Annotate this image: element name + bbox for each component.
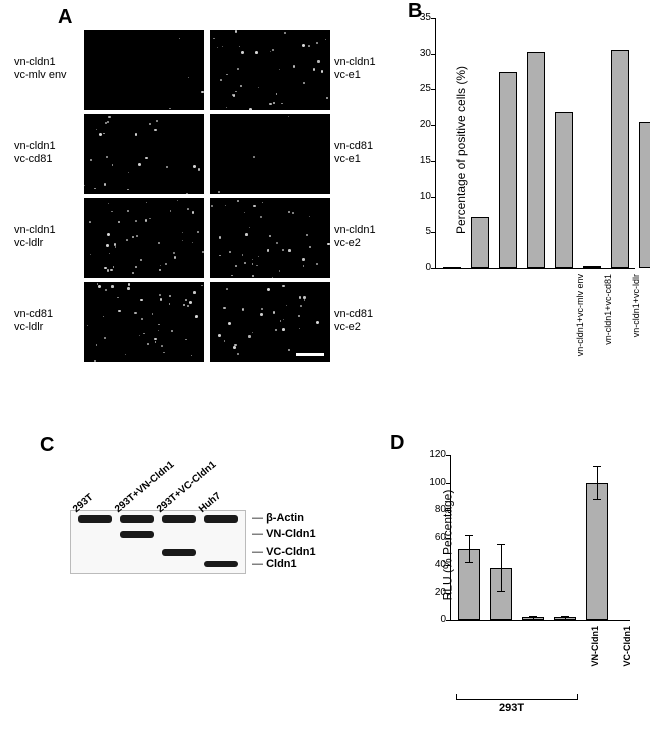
chart-bar — [555, 112, 573, 268]
blot-band — [162, 515, 196, 523]
x-tick-label: VN-Cldn1 — [590, 626, 600, 756]
chart-bar — [443, 267, 461, 269]
micrograph-cell — [210, 114, 330, 194]
micrograph-cell — [84, 30, 204, 110]
x-tick-label: VC-Cldn1 — [622, 626, 632, 756]
micrograph-label: vn-cldn1vc-mlv env — [14, 56, 80, 82]
panel-d-chart: 020406080100120RLU (% Percentage)VN-Cldn… — [395, 445, 635, 745]
band-row-label: — Cldn1 — [252, 558, 297, 570]
y-tick-label: 120 — [422, 449, 446, 460]
chart-bar — [499, 72, 517, 268]
micrograph-cell — [84, 282, 204, 362]
y-tick-label: 15 — [407, 155, 431, 166]
x-tick-label: vn-cldn1+vc-ldlr — [631, 274, 641, 404]
y-tick-label: 35 — [407, 12, 431, 23]
micrograph-cell — [84, 114, 204, 194]
micrograph-label: vn-cldn1vc-ldlr — [14, 224, 80, 250]
blot-band — [78, 515, 112, 523]
micrograph-cell — [210, 282, 330, 362]
micrograph-cell — [210, 198, 330, 278]
blot-band — [120, 515, 154, 523]
chart-bar — [586, 483, 608, 621]
y-axis-label: RLU (% Percentage) — [440, 489, 454, 600]
y-tick-label: 10 — [407, 191, 431, 202]
micrograph-cell — [84, 198, 204, 278]
chart-bar — [611, 50, 629, 268]
panel-b-chart: 0 5 10 15 20 25 30 35 Percentage of positive cel… — [375, 8, 635, 403]
micrograph-label: vn-cd81vc-e1 — [334, 140, 373, 166]
y-tick-label: 0 — [422, 614, 446, 625]
panel-c-label: C — [40, 434, 54, 457]
y-axis-label: Percentage of positive cells (%) — [454, 66, 468, 234]
micrograph-label: vn-cldn1vc-e2 — [334, 224, 376, 250]
micrograph-cell — [210, 30, 330, 110]
y-tick-label: 25 — [407, 83, 431, 94]
y-tick-label: 20 — [407, 119, 431, 130]
micrograph-label: vn-cd81vc-ldlr — [14, 308, 80, 334]
scale-bar — [296, 353, 324, 356]
band-row-label: — VC-Cldn1 — [252, 546, 316, 558]
band-row-label: — VN-Cldn1 — [252, 528, 316, 540]
group-label: 293T — [499, 702, 524, 714]
panel-a-label: A — [58, 6, 72, 29]
y-tick-label: 5 — [407, 226, 431, 237]
x-tick-label: vn-cldn1+vc-cd81 — [603, 274, 613, 404]
y-tick-label: 0 — [407, 262, 431, 273]
x-tick-label: vn-cldn1+vc-mlv env — [575, 274, 585, 404]
chart-bar — [583, 266, 601, 268]
micrograph-label: vn-cldn1vc-cd81 — [14, 140, 80, 166]
western-blot — [70, 510, 246, 574]
blot-band — [204, 561, 238, 567]
blot-band — [204, 515, 238, 523]
blot-band — [120, 531, 154, 538]
chart-bar — [639, 122, 650, 268]
y-tick-label: 100 — [422, 477, 446, 488]
chart-bar — [527, 52, 545, 268]
chart-bar — [471, 217, 489, 268]
micrograph-label: vn-cd81vc-e2 — [334, 308, 373, 334]
band-row-label: — β-Actin — [252, 512, 304, 524]
micrograph-label: vn-cldn1vc-e1 — [334, 56, 376, 82]
blot-band — [162, 549, 196, 556]
y-tick-label: 30 — [407, 48, 431, 59]
